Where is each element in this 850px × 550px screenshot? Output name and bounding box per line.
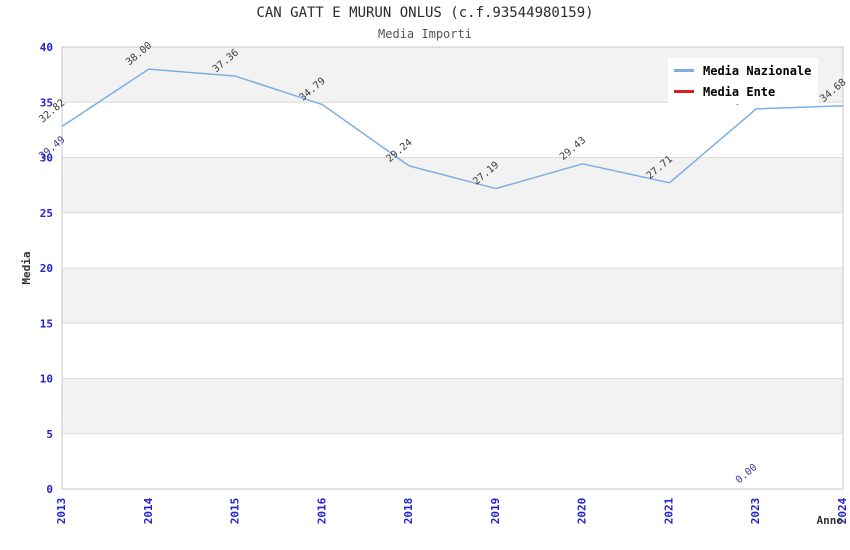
series-line-media-nazionale bbox=[61, 68, 844, 190]
plot-band bbox=[62, 268, 843, 324]
plot-border bbox=[61, 46, 844, 490]
legend-item-media-ente: Media Ente bbox=[674, 85, 812, 99]
value-label: 0.00 bbox=[734, 462, 760, 486]
legend-item-media-nazionale: Media Nazionale bbox=[674, 64, 812, 78]
y-tick-label: 10 bbox=[40, 373, 53, 386]
x-tick-label: 2018 bbox=[402, 498, 415, 525]
x-axis-title: Anno bbox=[817, 514, 844, 527]
x-tick-label: 2014 bbox=[142, 497, 155, 524]
plot-band bbox=[62, 378, 843, 434]
y-tick-label: 5 bbox=[46, 428, 53, 441]
chart-subtitle: Media Importi bbox=[378, 27, 472, 41]
y-axis-title: Media bbox=[20, 251, 33, 284]
x-tick-label: 2013 bbox=[55, 498, 68, 525]
line-swatch-icon bbox=[674, 69, 694, 72]
legend-label: Media Nazionale bbox=[703, 63, 812, 78]
y-tick-label: 30 bbox=[40, 152, 53, 165]
y-tick-label: 35 bbox=[40, 96, 53, 109]
y-tick-label: 20 bbox=[40, 262, 53, 275]
y-tick-label: 40 bbox=[40, 41, 53, 54]
legend-label: Media Ente bbox=[703, 84, 776, 99]
x-tick-label: 2024 bbox=[836, 497, 849, 524]
x-tick-label: 2016 bbox=[315, 497, 328, 524]
x-tick-label: 2021 bbox=[662, 497, 675, 524]
y-tick-label: 15 bbox=[40, 317, 53, 330]
x-tick-label: 2019 bbox=[489, 498, 502, 524]
plot-band bbox=[62, 157, 843, 213]
x-tick-label: 2020 bbox=[576, 498, 589, 525]
x-tick-label: 2023 bbox=[749, 498, 762, 525]
y-tick-label: 0 bbox=[46, 483, 53, 496]
y-tick-label: 25 bbox=[40, 207, 53, 220]
line-swatch-icon bbox=[674, 90, 694, 93]
x-tick-label: 2015 bbox=[229, 498, 242, 525]
legend-box: Media Nazionale Media Ente bbox=[668, 58, 818, 104]
chart-title: CAN GATT E MURUN ONLUS (c.f.93544980159) bbox=[256, 5, 594, 21]
